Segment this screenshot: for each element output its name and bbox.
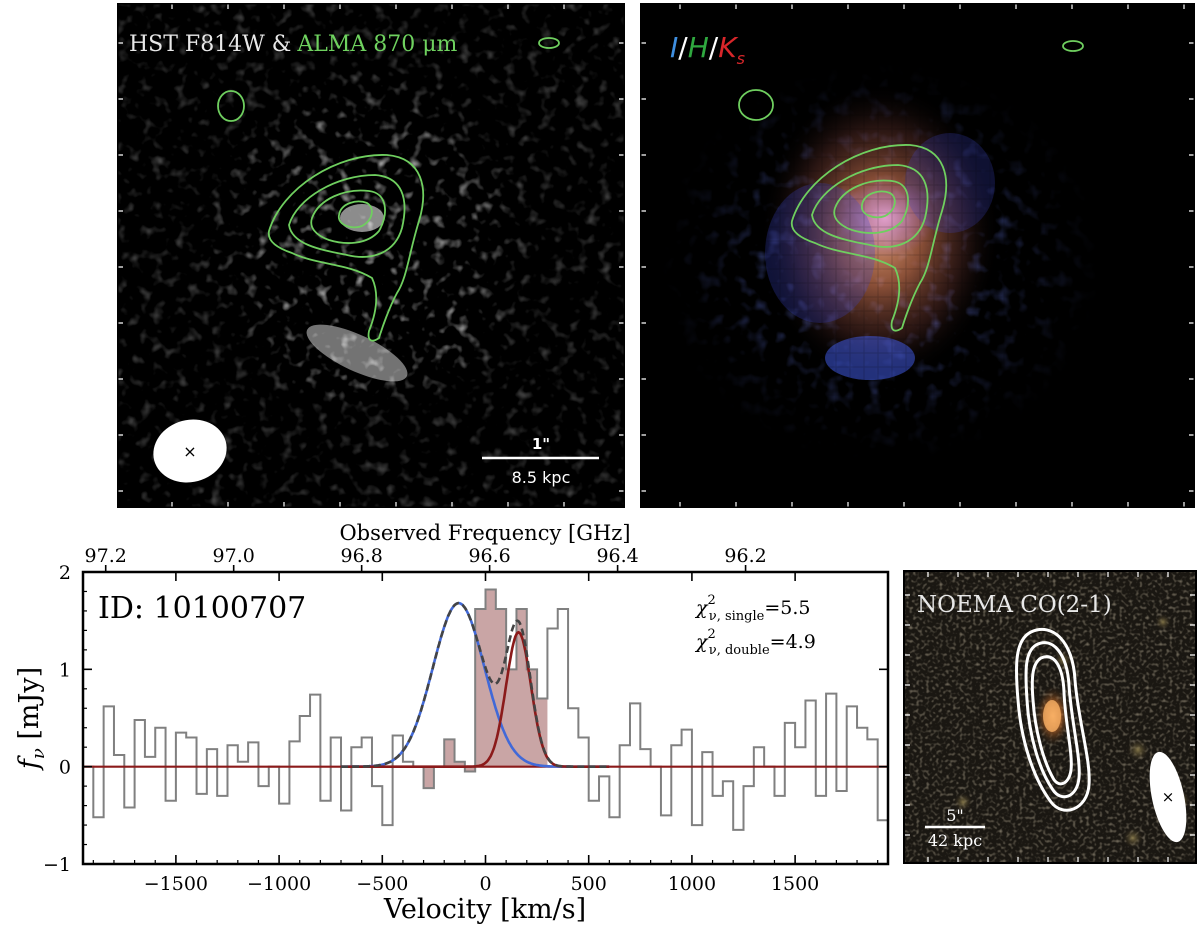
x-tick-label: 500 — [571, 873, 607, 895]
ihk-title-k-sub: s — [737, 49, 745, 68]
hst-title: HST F814W & — [129, 32, 291, 57]
x-tick-label: 1500 — [771, 873, 819, 895]
x-axis-label: Velocity [km/s] — [383, 894, 586, 925]
ihk-ticks — [640, 3, 1195, 508]
top-tick-label: 96.8 — [340, 545, 382, 567]
chi-double: χ2 ν, double=4.9 — [694, 627, 816, 658]
top-tick-label: 96.2 — [724, 545, 766, 567]
x-tick-label: −500 — [356, 873, 408, 895]
hst-ticks — [117, 3, 625, 508]
svg-text:I/H/Ks: I/H/Ks — [670, 31, 745, 68]
top-axis-label: Observed Frequency [GHz] — [339, 521, 630, 545]
alma-contours — [217, 37, 560, 342]
alma-title: ALMA 870 μm — [296, 32, 457, 57]
x-tick-label: −1500 — [144, 873, 208, 895]
noema-panel: NOEMA CO(2-1) × 5" 42 kpc — [903, 570, 1197, 864]
ihk-title-h: H — [688, 31, 709, 64]
ihk-title-i: I — [670, 31, 678, 64]
y-tick-label: 1 — [59, 659, 71, 681]
ihk-title-slash2: / — [709, 31, 719, 64]
x-tick-label: 1000 — [668, 873, 716, 895]
noema-title: NOEMA CO(2-1) — [917, 592, 1112, 618]
hst-scalebar-angle: 1" — [532, 435, 550, 453]
spectrum-id: ID: 10100707 — [98, 591, 306, 626]
beam-center-marker: × — [183, 442, 196, 461]
x-tick-label: 0 — [479, 873, 491, 895]
spectrum-chart: Observed Frequency [GHz] 97.2 97.0 96.8 96.… — [14, 521, 890, 925]
hst-scalebar-kpc: 8.5 kpc — [512, 468, 571, 487]
ihk-alma-contours — [738, 40, 1084, 332]
ihk-panel: I/H/Ks — [640, 3, 1195, 508]
top-tick-label: 96.6 — [468, 545, 510, 567]
co-contours — [1014, 628, 1091, 812]
y-axis-label: fν [mJy] — [14, 667, 49, 771]
x-tick-label: −1000 — [247, 873, 311, 895]
ihk-title-slash1: / — [678, 31, 688, 64]
top-tick-label: 97.2 — [85, 545, 127, 567]
top-tick-label: 96.4 — [596, 545, 638, 567]
y-tick-label: 2 — [59, 562, 71, 584]
line-region-fill — [423, 589, 548, 789]
fit-red — [341, 630, 610, 768]
hst-beam — [153, 419, 227, 483]
noema-scalebar-kpc: 42 kpc — [928, 831, 982, 850]
plot-frame — [81, 570, 890, 866]
fit-combined — [341, 601, 610, 768]
y-tick-label: 0 — [59, 757, 71, 779]
svg-text:HST F814W &ALMA 870 μm: HST F814W & ALMA 870 μm — [129, 32, 458, 57]
ihk-title-k: K — [718, 31, 739, 64]
top-tick-label: 97.0 — [213, 545, 255, 567]
top-ticks: 97.2 97.0 96.8 96.6 96.4 96.2 — [85, 545, 767, 572]
spectrum-step — [83, 588, 888, 831]
noema-scalebar-angle: 5" — [946, 806, 964, 825]
chi-single: χ2 ν, single=5.5 — [694, 593, 810, 624]
noema-beam-marker: × — [1162, 788, 1175, 806]
noema-beam — [1149, 751, 1187, 843]
y-tick-label: −1 — [43, 854, 71, 876]
noema-ticks — [903, 570, 1197, 864]
hst-panel: × HST F814W & ALMA 870 μm 1" 8.5 kpc — [117, 3, 625, 508]
